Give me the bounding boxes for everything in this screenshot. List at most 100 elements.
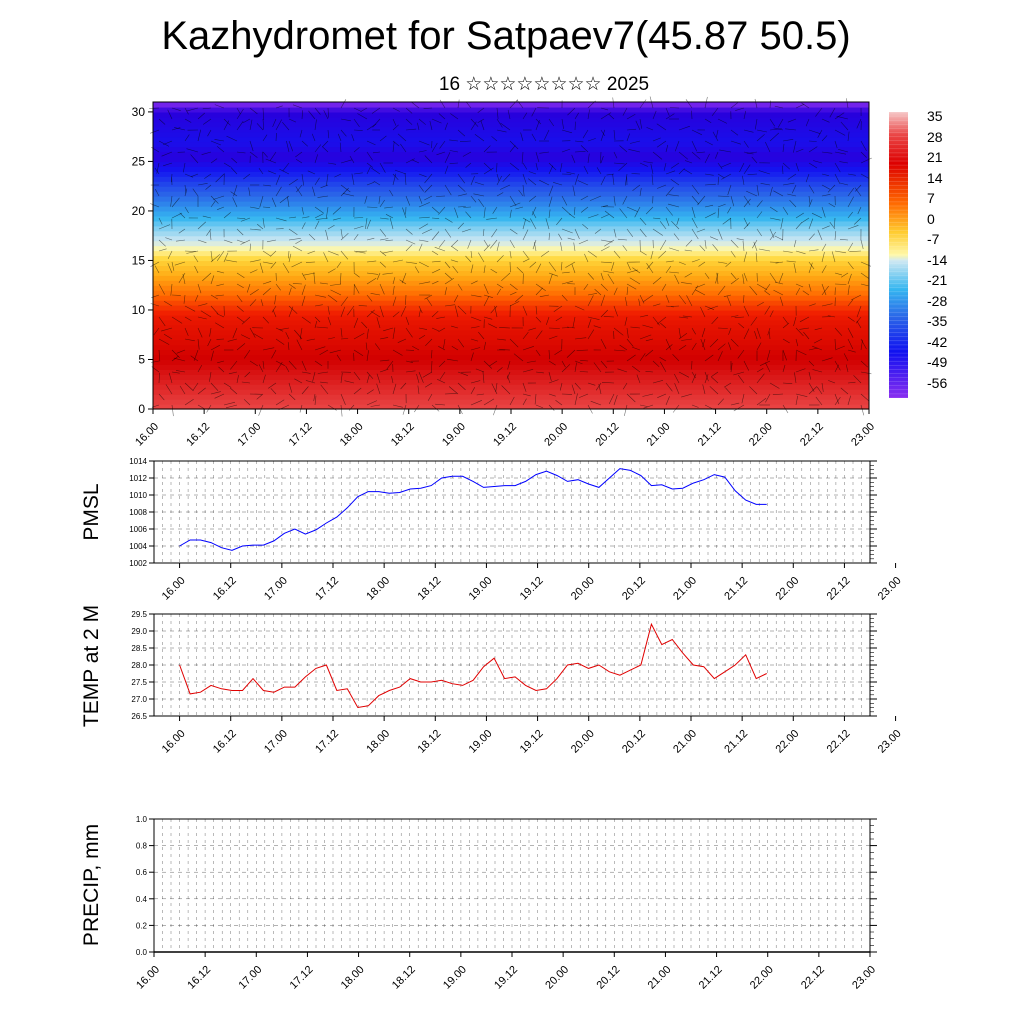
heat-row xyxy=(153,314,869,321)
wind-barb xyxy=(444,228,452,238)
wind-barb xyxy=(795,250,806,255)
wind-barb xyxy=(587,153,590,164)
wind-barb xyxy=(360,107,368,112)
wind-barb xyxy=(834,250,846,254)
wind-barb xyxy=(596,167,602,175)
wind-barb xyxy=(721,162,732,168)
wind-barb xyxy=(260,299,264,307)
wind-barb xyxy=(711,107,719,116)
wind-barb xyxy=(366,371,374,379)
wind-barb xyxy=(158,316,166,327)
wind-barb xyxy=(340,232,349,241)
wind-barb xyxy=(691,228,699,240)
wind-barb xyxy=(684,249,693,252)
wind-barb xyxy=(502,173,511,183)
wind-barb xyxy=(171,197,180,208)
x-tick-label: 23.00 xyxy=(849,421,877,449)
wind-barb xyxy=(241,316,251,325)
wind-barb xyxy=(209,327,212,337)
x-tick-label: 19.00 xyxy=(440,421,468,449)
wind-barb xyxy=(361,321,368,329)
wind-barb xyxy=(509,202,521,208)
wind-barb xyxy=(558,233,563,241)
wind-barb xyxy=(210,140,222,146)
y-tick-label: 1006 xyxy=(129,525,147,534)
wind-barb xyxy=(171,404,174,417)
wind-barb xyxy=(319,282,329,285)
wind-barb xyxy=(210,305,219,315)
wind-barb xyxy=(429,121,433,131)
wind-barb xyxy=(358,305,368,307)
wind-barb xyxy=(834,397,841,406)
wind-barb xyxy=(561,206,571,216)
wind-barb xyxy=(225,404,238,409)
wind-barb xyxy=(301,110,303,120)
wind-barb xyxy=(847,381,856,384)
wind-barb xyxy=(860,371,872,375)
wind-barb xyxy=(836,116,849,120)
wind-barb xyxy=(827,315,836,318)
wind-barb xyxy=(438,206,446,215)
wind-barb xyxy=(791,184,797,194)
wind-barb xyxy=(613,287,618,296)
wind-barb xyxy=(548,272,559,277)
wind-barb xyxy=(769,228,775,239)
x-tick-label: 16.12 xyxy=(211,575,239,603)
wind-barb xyxy=(702,384,706,395)
wind-barb xyxy=(392,383,397,395)
wind-barb xyxy=(561,195,568,206)
wind-barb xyxy=(478,331,485,340)
wind-barb xyxy=(154,265,160,274)
wind-barb xyxy=(808,184,815,194)
x-tick-label: 20.00 xyxy=(569,575,597,603)
wind-barb xyxy=(379,228,387,237)
wind-barb xyxy=(739,162,745,173)
heat-row xyxy=(153,240,869,247)
wind-barb xyxy=(197,338,200,350)
wind-barb xyxy=(756,373,765,384)
wind-barb xyxy=(184,118,192,123)
wind-barb xyxy=(548,393,556,397)
wind-barb xyxy=(730,272,737,280)
wind-barb xyxy=(795,212,804,219)
wind-barb xyxy=(821,194,831,197)
wind-barb xyxy=(249,119,253,131)
wind-barb xyxy=(249,151,258,158)
wind-barb xyxy=(522,229,529,241)
wind-barb xyxy=(775,261,784,264)
wind-barb xyxy=(722,217,732,225)
wind-barb xyxy=(230,360,238,370)
wind-barb xyxy=(727,184,732,196)
wind-barb xyxy=(482,371,485,384)
wind-barb xyxy=(509,301,520,307)
wind-barb xyxy=(704,305,715,310)
wind-barb xyxy=(769,186,773,197)
wind-barb xyxy=(482,228,485,237)
wind-barb xyxy=(834,217,836,228)
x-tick-label: 20.00 xyxy=(569,728,597,756)
wind-barb xyxy=(244,349,251,359)
wind-barb xyxy=(323,110,329,120)
wind-barb xyxy=(161,151,173,157)
wind-barb xyxy=(782,162,791,170)
wind-barb xyxy=(561,271,570,274)
wind-barb xyxy=(275,174,281,186)
wind-barb xyxy=(611,261,615,271)
y-tick-label: 0.6 xyxy=(136,868,148,877)
wind-barb xyxy=(795,349,807,356)
wind-barb xyxy=(417,122,420,131)
heat-row xyxy=(153,250,869,257)
wind-barb xyxy=(716,272,719,285)
wind-barb xyxy=(834,140,838,149)
wind-barb xyxy=(230,191,238,197)
wind-barb xyxy=(184,382,194,392)
y-tick-label: 1004 xyxy=(129,542,147,551)
wind-barb xyxy=(646,127,654,131)
wind-barb xyxy=(600,129,606,137)
wind-barb xyxy=(717,162,723,170)
wind-barb xyxy=(170,283,173,296)
wind-barb xyxy=(665,144,669,153)
wind-barb xyxy=(555,316,563,322)
x-tick-label: 22.00 xyxy=(773,575,801,603)
wind-barb xyxy=(392,259,403,263)
